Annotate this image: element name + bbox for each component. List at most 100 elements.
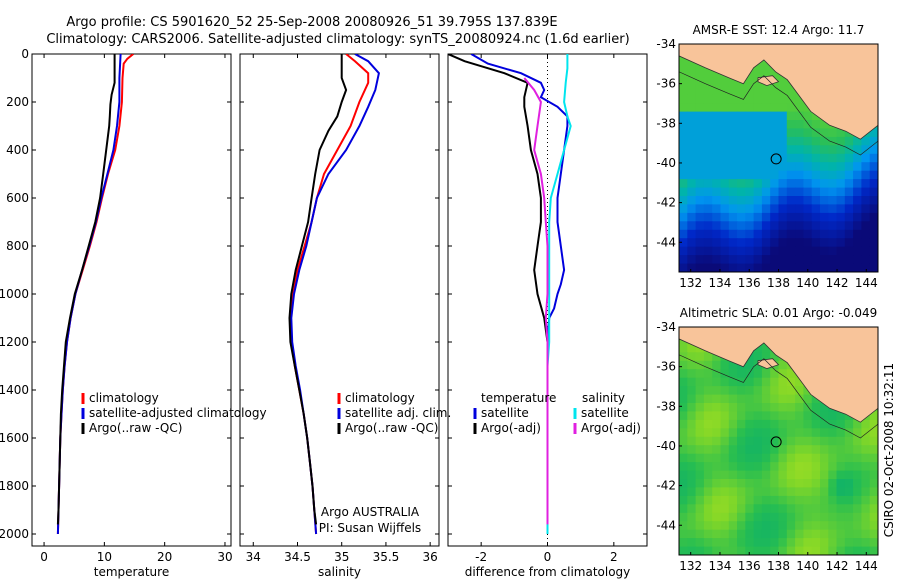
heatmap-cell (703, 487, 713, 497)
heatmap-cell (761, 419, 771, 429)
heatmap-cell (853, 238, 862, 248)
heatmap-cell (728, 495, 738, 505)
heatmap-cell (761, 529, 771, 539)
heatmap-cell (770, 111, 780, 121)
heatmap-cell (853, 162, 862, 172)
heatmap-cell (687, 103, 697, 113)
heatmap-cell (836, 179, 846, 189)
heatmap-cell (795, 386, 804, 396)
heatmap-cell (786, 521, 796, 531)
heatmap-cell (795, 120, 804, 129)
heatmap-cell (828, 204, 838, 214)
heatmap-cell (703, 77, 713, 87)
map-y-tick-label: -38 (656, 116, 676, 130)
heatmap-cell (786, 479, 796, 488)
heatmap-cell (687, 394, 697, 404)
heatmap-cell (853, 428, 862, 438)
heatmap-cell (795, 162, 804, 172)
heatmap-cell (820, 453, 829, 463)
heatmap-cell (828, 179, 838, 189)
heatmap-cell (753, 86, 763, 96)
heatmap-cell (770, 470, 780, 480)
heatmap-cell (811, 512, 821, 522)
heatmap-cell (761, 69, 771, 79)
heatmap-cell (869, 470, 878, 480)
heatmap-cell (737, 470, 746, 480)
heatmap-cell (786, 103, 796, 113)
heatmap-cell (811, 436, 821, 446)
heatmap-cell (778, 521, 788, 531)
heatmap-cell (687, 360, 697, 370)
heatmap-cell (679, 120, 688, 129)
heatmap-cell (679, 512, 688, 522)
heatmap-cell (687, 512, 697, 522)
heatmap-cell (861, 453, 871, 463)
heatmap-cell (703, 170, 713, 180)
heatmap-cell (703, 69, 713, 79)
heatmap-cell (761, 352, 771, 362)
heatmap-cell (770, 521, 780, 531)
heatmap-cell (761, 120, 771, 129)
heatmap-cell (770, 512, 780, 522)
heatmap-cell (712, 120, 722, 129)
heatmap-cell (861, 512, 871, 522)
heatmap-cell (770, 255, 780, 265)
heatmap-cell (737, 111, 746, 121)
heatmap-cell (728, 487, 738, 497)
heatmap-cell (844, 212, 854, 222)
heatmap-cell (712, 238, 722, 248)
figure-title-line-2: Climatology: CARS2006. Satellite-adjuste… (46, 32, 629, 47)
heatmap-cell (820, 521, 829, 531)
heatmap-cell (778, 538, 788, 548)
heatmap-cell (761, 343, 771, 353)
heatmap-cell (728, 369, 738, 379)
heatmap-cell (728, 470, 738, 480)
heatmap-cell (695, 495, 705, 505)
heatmap-cell (703, 221, 713, 231)
heatmap-cell (795, 111, 804, 121)
x-tick-label: 35.5 (373, 550, 400, 564)
heatmap-cell (695, 255, 705, 265)
heatmap-cell (786, 445, 796, 455)
heatmap-cell (770, 263, 780, 272)
heatmap-cell (803, 246, 813, 256)
heatmap-cell (753, 263, 763, 272)
heatmap-cell (761, 204, 771, 214)
heatmap-cell (853, 246, 862, 256)
heatmap-cell (803, 136, 813, 146)
legend-heading-temperature: temperature (481, 391, 556, 405)
heatmap-cell (828, 479, 838, 488)
heatmap-cell (803, 111, 813, 121)
heatmap-cell (836, 170, 846, 180)
heatmap-cell (828, 255, 838, 265)
heatmap-cell (778, 221, 788, 231)
heatmap-cell (795, 170, 804, 180)
heatmap-cell (820, 229, 829, 239)
heatmap-cell (770, 86, 780, 96)
heatmap-cell (728, 428, 738, 438)
heatmap-cell (795, 263, 804, 272)
heatmap-cell (737, 428, 746, 438)
annotation-argo-australia: Argo AUSTRALIA (321, 505, 420, 519)
land-mass (679, 44, 878, 140)
heatmap-cell (795, 238, 804, 248)
heatmap-cell (778, 128, 788, 138)
heatmap-cell (712, 103, 722, 113)
heatmap-cell (803, 204, 813, 214)
heatmap-cell (778, 77, 788, 87)
x-tick-label: 36 (423, 550, 438, 564)
heatmap-cell (836, 453, 846, 463)
heatmap-cell (687, 521, 697, 531)
heatmap-cell (861, 263, 871, 272)
heatmap-cell (745, 255, 755, 265)
x-tick-label: 30 (217, 550, 232, 564)
heatmap-cell (679, 495, 688, 505)
x-tick-label: 10 (97, 550, 112, 564)
heatmap-cell (844, 145, 854, 155)
heatmap-cell (803, 187, 813, 197)
heatmap-cell (753, 419, 763, 429)
heatmap-cell (778, 162, 788, 172)
heatmap-cell (770, 238, 780, 248)
heatmap-cell (820, 428, 829, 438)
heatmap-cell (695, 546, 705, 555)
